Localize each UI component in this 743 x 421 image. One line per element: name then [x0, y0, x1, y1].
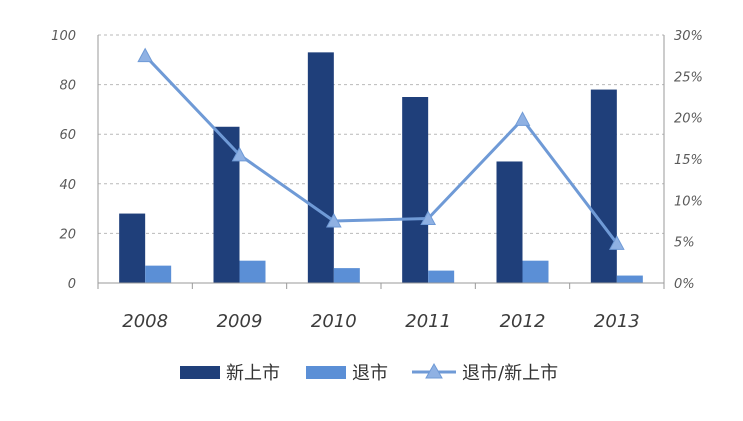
bar-2009-1	[239, 260, 266, 283]
bar-2008-0	[119, 213, 146, 283]
y-right-tick-label: 20%	[674, 112, 703, 127]
y-right-tick-label: 15%	[674, 153, 703, 168]
y-right-tick-label: 0%	[674, 277, 695, 292]
axis-labels: 0 20 40 60 80 100 0% 5% 10% 15% 20% 25% 30% 2008 2009 2…	[51, 29, 703, 332]
bar-2010-1	[333, 268, 360, 283]
ratio-marker-2008	[137, 47, 154, 63]
x-tick-label: 2011	[405, 311, 451, 332]
legend: 新上市 退市 退市/新上市	[180, 362, 558, 384]
bars	[119, 52, 643, 283]
ratio-marker-2012	[514, 111, 531, 126]
bar-2013-0	[590, 89, 617, 283]
ratio-marker-2010	[325, 212, 342, 228]
ratio-marker-2011	[420, 210, 437, 226]
x-tick-label: 2013	[594, 311, 640, 332]
ratio-marker-2009	[231, 146, 248, 162]
legend-swatch-1	[306, 366, 346, 379]
bar-2008-1	[145, 265, 172, 283]
x-tick-label: 2008	[122, 311, 168, 332]
y-left-tick-label: 60	[59, 128, 76, 143]
legend-marker-swatch	[425, 362, 443, 379]
y-right-tick-label: 5%	[674, 236, 695, 251]
ratio-line-series	[137, 47, 625, 250]
legend-label-2: 退市/新上市	[462, 363, 558, 384]
legend-swatch-0	[180, 366, 220, 379]
axes	[97, 35, 665, 289]
y-right-tick-label: 10%	[674, 194, 703, 209]
ratio-line	[144, 54, 619, 245]
y-left-tick-label: 100	[51, 29, 76, 44]
legend-label-1: 退市	[352, 363, 388, 384]
bar-2013-1	[616, 275, 643, 283]
bar-2009-0	[213, 126, 240, 283]
bar-2012-0	[496, 161, 523, 283]
y-right-tick-label: 30%	[674, 29, 703, 44]
y-left-tick-label: 80	[59, 79, 76, 94]
bar-2011-0	[402, 97, 429, 283]
x-tick-label: 2010	[311, 311, 357, 332]
y-right-tick-label: 25%	[674, 70, 703, 85]
grid-lines	[98, 34, 664, 234]
x-tick-label: 2009	[217, 311, 263, 332]
y-left-tick-label: 20	[59, 227, 76, 242]
ratio-marker-2013	[608, 235, 625, 250]
bar-2011-1	[428, 270, 455, 283]
x-tick-label: 2012	[500, 311, 546, 332]
bar-2012-1	[522, 260, 549, 283]
legend-label-0: 新上市	[226, 363, 280, 384]
y-left-tick-label: 40	[59, 178, 76, 193]
y-left-tick-label: 0	[68, 277, 76, 292]
bar-2010-0	[307, 52, 334, 283]
